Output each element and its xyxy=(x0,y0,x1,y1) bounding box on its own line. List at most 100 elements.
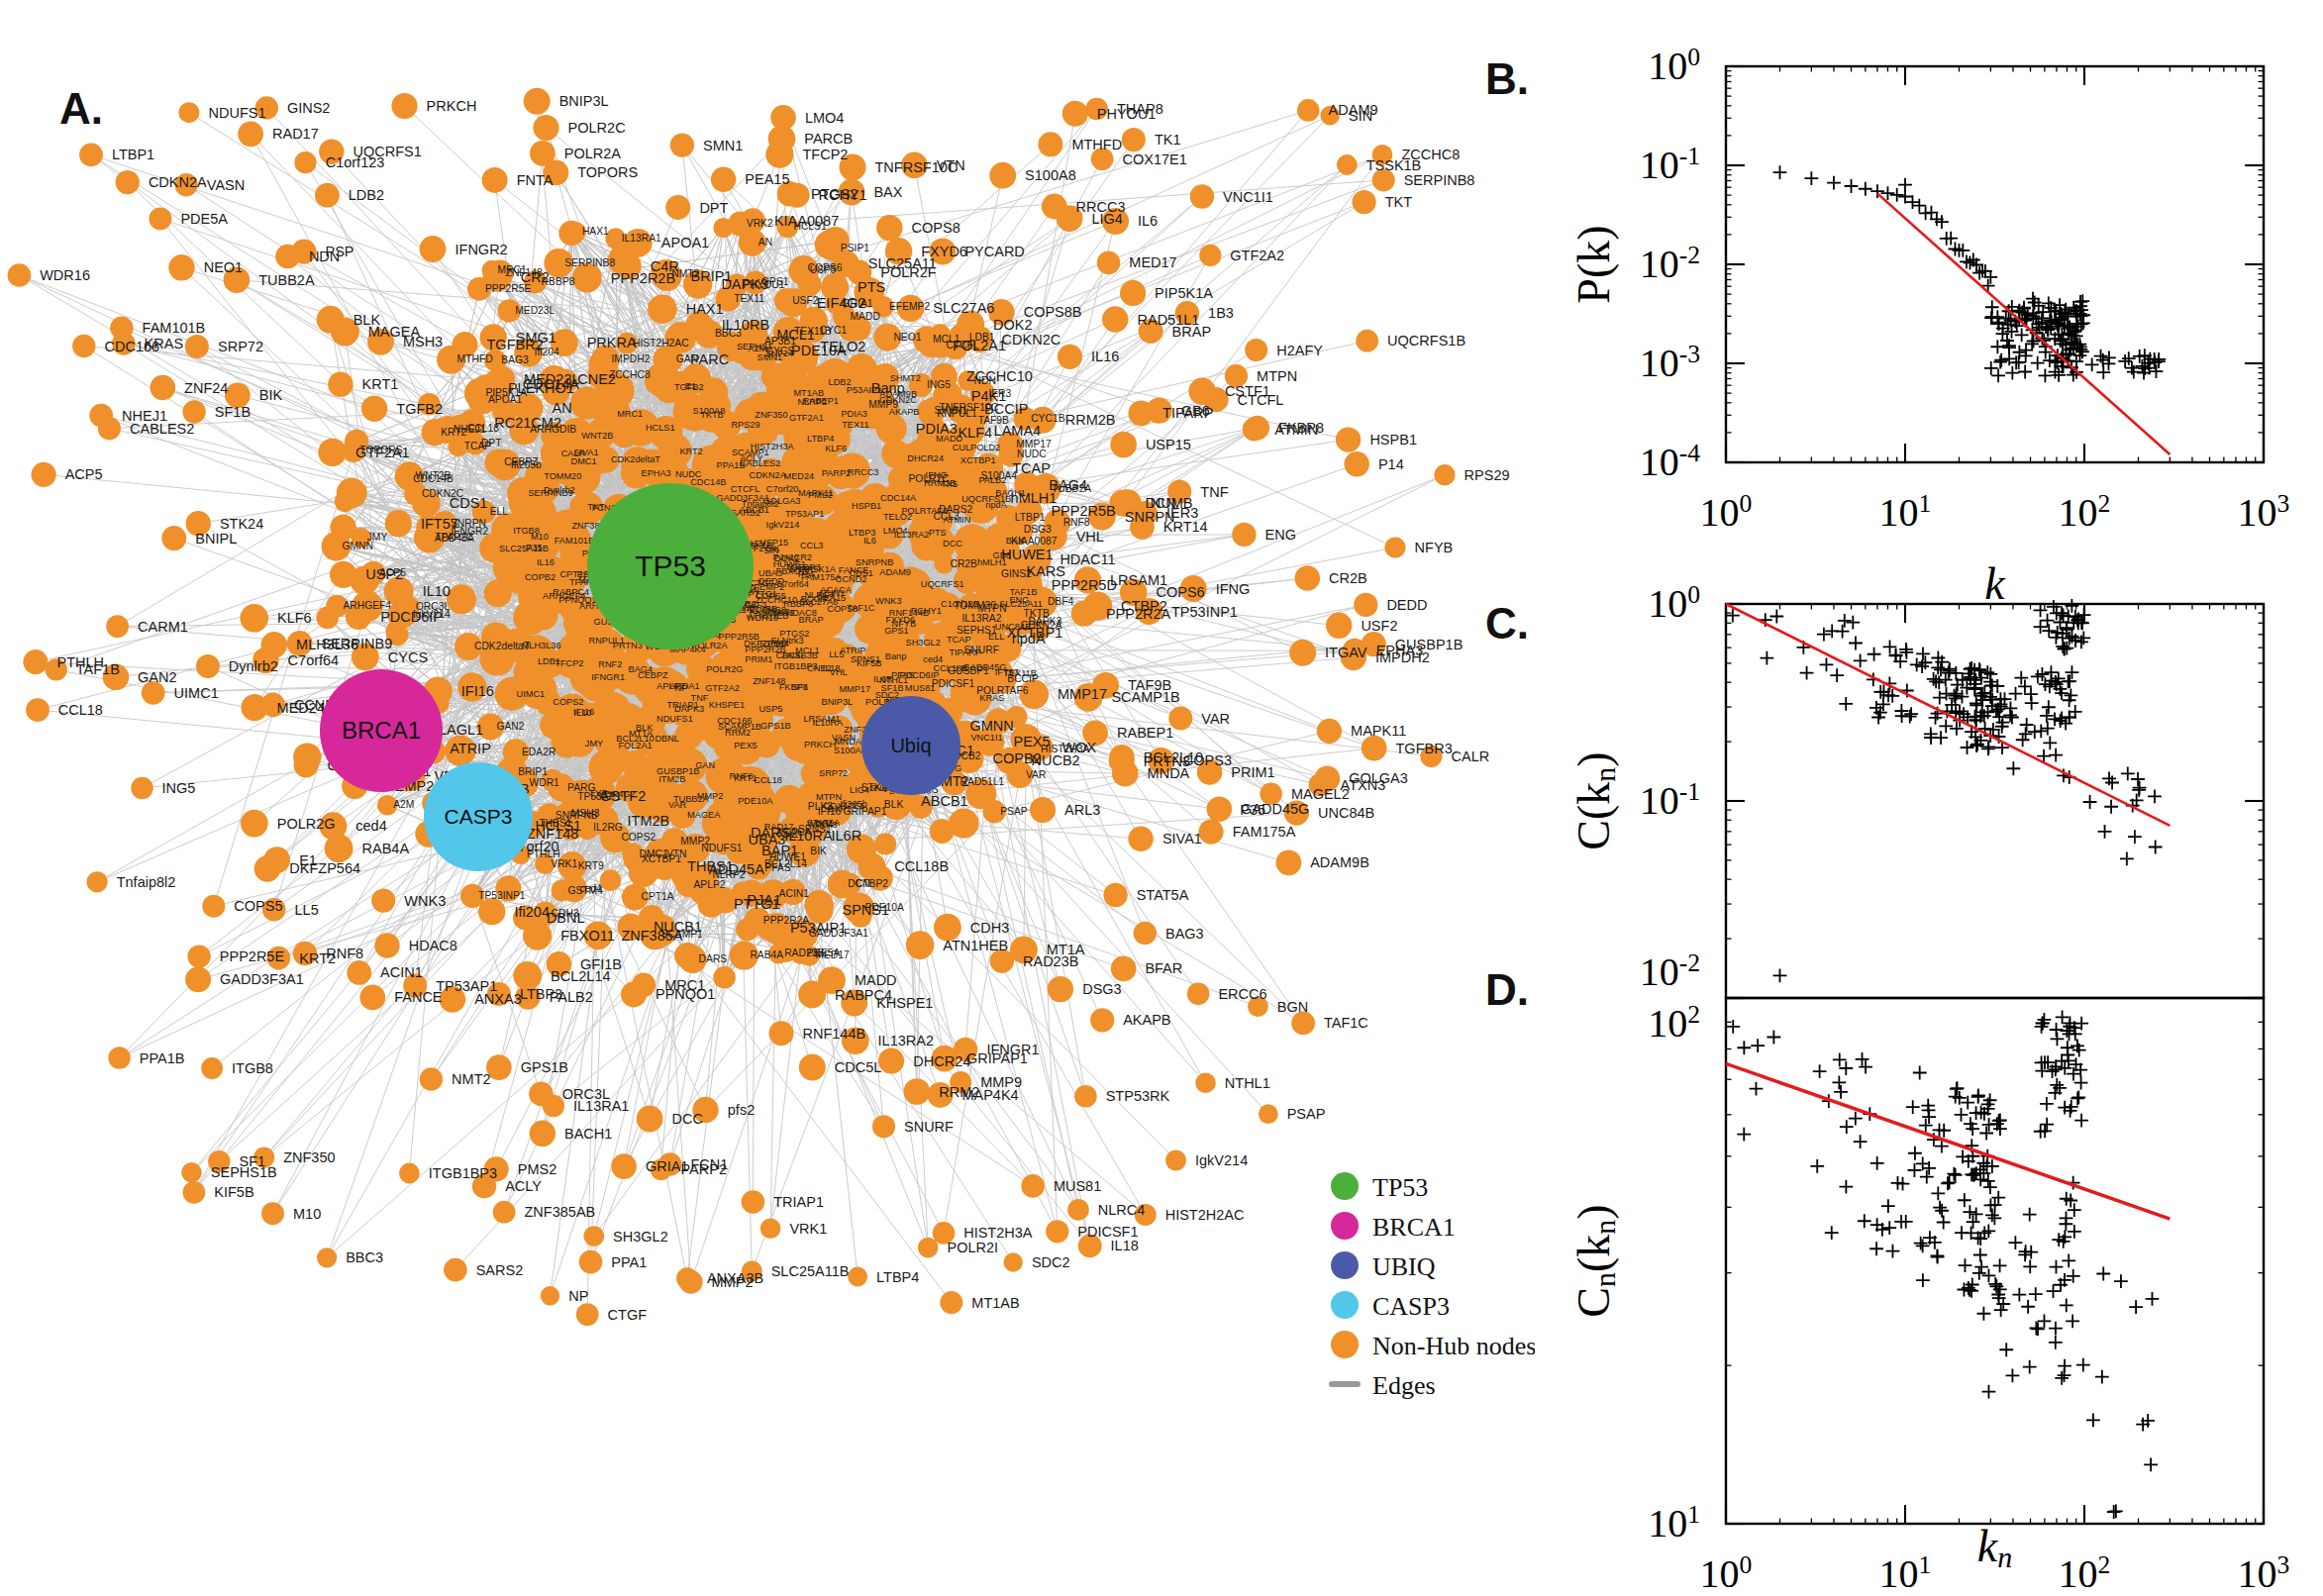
svg-text:FAM101B: FAM101B xyxy=(555,536,594,546)
svg-text:BLK: BLK xyxy=(884,799,904,810)
svg-text:LTBP4: LTBP4 xyxy=(807,434,834,444)
svg-text:CDKN2C: CDKN2C xyxy=(1002,332,1061,348)
svg-text:SF1B: SF1B xyxy=(215,404,251,420)
svg-text:MMP2: MMP2 xyxy=(697,791,724,801)
svg-text:WDR16: WDR16 xyxy=(40,267,90,283)
svg-text:PPNQO1: PPNQO1 xyxy=(656,986,715,1002)
svg-text:GUSBP1B: GUSBP1B xyxy=(1395,637,1464,652)
svg-text:BBC3: BBC3 xyxy=(715,328,742,339)
svg-text:FAM175A: FAM175A xyxy=(1233,824,1296,840)
svg-text:GMNN: GMNN xyxy=(970,718,1014,734)
svg-text:NTHL1: NTHL1 xyxy=(1225,1075,1270,1091)
svg-text:ELL: ELL xyxy=(988,632,1004,642)
svg-text:ACP5: ACP5 xyxy=(65,466,103,482)
svg-text:TP53INP1: TP53INP1 xyxy=(1171,604,1238,620)
svg-text:ADAM9: ADAM9 xyxy=(879,567,911,577)
svg-text:LTBP1: LTBP1 xyxy=(1015,512,1046,523)
svg-text:CDKN2A: CDKN2A xyxy=(750,470,787,480)
svg-text:101: 101 xyxy=(1648,1500,1700,1546)
svg-text:CDK2deltaT: CDK2deltaT xyxy=(611,454,660,464)
svg-text:DEDD: DEDD xyxy=(1386,597,1427,613)
svg-text:APOA1: APOA1 xyxy=(488,394,523,405)
svg-text:Ifi204: Ifi204 xyxy=(515,904,550,920)
svg-text:VNC1I1: VNC1I1 xyxy=(1223,189,1273,205)
svg-text:COPS2: COPS2 xyxy=(553,697,583,707)
svg-text:VTN: VTN xyxy=(937,157,965,173)
svg-text:CDKN2A: CDKN2A xyxy=(149,174,207,190)
svg-text:BAG3: BAG3 xyxy=(501,354,529,365)
svg-text:RBBP8: RBBP8 xyxy=(542,276,575,287)
svg-text:IL16: IL16 xyxy=(537,557,555,567)
svg-text:MLH3L36: MLH3L36 xyxy=(296,637,358,652)
svg-text:MT1A: MT1A xyxy=(1047,942,1085,957)
svg-text:RNF144B: RNF144B xyxy=(889,608,929,618)
svg-text:GAN: GAN xyxy=(676,353,698,364)
svg-text:Ifi204: Ifi204 xyxy=(535,347,559,357)
svg-text:SPNS1: SPNS1 xyxy=(851,654,880,664)
svg-text:DPT: DPT xyxy=(699,200,728,216)
svg-text:CCL18: CCL18 xyxy=(754,775,782,785)
svg-text:1B3: 1B3 xyxy=(1208,305,1234,321)
svg-text:10-4: 10-4 xyxy=(1640,439,1701,484)
svg-text:BACH1: BACH1 xyxy=(564,1126,612,1142)
svg-text:101: 101 xyxy=(1879,489,1932,535)
svg-text:SERPINB8: SERPINB8 xyxy=(564,257,615,268)
svg-text:EFEMP2: EFEMP2 xyxy=(748,582,784,592)
svg-text:STK24: STK24 xyxy=(220,516,263,532)
svg-text:KRT14: KRT14 xyxy=(1163,519,1208,535)
svg-text:VRK1: VRK1 xyxy=(551,858,577,869)
svg-text:PEX5: PEX5 xyxy=(734,741,758,750)
svg-text:SCAMP1: SCAMP1 xyxy=(661,929,704,940)
svg-text:MAGEA: MAGEA xyxy=(687,810,721,820)
svg-text:ZNF385AB: ZNF385AB xyxy=(525,1204,596,1220)
svg-text:Tnfaip8l2: Tnfaip8l2 xyxy=(117,874,176,890)
svg-text:Dynlrb2: Dynlrb2 xyxy=(229,658,278,674)
svg-text:NDUFS1: NDUFS1 xyxy=(656,714,693,724)
svg-text:IL6R: IL6R xyxy=(873,674,893,684)
svg-text:PJA1: PJA1 xyxy=(747,892,781,908)
svg-text:POLR2A: POLR2A xyxy=(564,146,622,161)
svg-text:NEO1: NEO1 xyxy=(893,332,921,343)
svg-text:PDICSF1: PDICSF1 xyxy=(1077,1224,1138,1240)
svg-text:MMP17: MMP17 xyxy=(839,684,870,694)
svg-text:IMPDH2: IMPDH2 xyxy=(612,353,651,364)
svg-text:POLRTAF6: POLRTAF6 xyxy=(901,506,948,516)
svg-text:CDKN2C: CDKN2C xyxy=(422,488,464,499)
svg-text:MTHFD: MTHFD xyxy=(457,353,493,364)
svg-text:SH3GL2: SH3GL2 xyxy=(613,1229,668,1245)
svg-text:KRT2: KRT2 xyxy=(299,950,336,966)
svg-text:POLR2I: POLR2I xyxy=(948,1240,999,1255)
svg-text:MAGEL2: MAGEL2 xyxy=(1291,786,1350,802)
svg-text:TEX11B: TEX11B xyxy=(1003,668,1037,678)
svg-text:LIG4: LIG4 xyxy=(850,785,869,795)
svg-text:LAMA4: LAMA4 xyxy=(994,423,1042,439)
svg-text:P14: P14 xyxy=(1378,456,1404,472)
svg-text:102: 102 xyxy=(2059,489,2111,535)
svg-text:DCN: DCN xyxy=(848,878,869,889)
svg-text:BRCA1: BRCA1 xyxy=(1372,1213,1456,1242)
svg-text:UNC84B: UNC84B xyxy=(1318,805,1374,821)
svg-text:CASP3: CASP3 xyxy=(445,805,513,828)
svg-text:SHMT2: SHMT2 xyxy=(890,373,921,383)
svg-text:TP53INP1: TP53INP1 xyxy=(478,890,526,901)
svg-text:MAGEA: MAGEA xyxy=(368,324,421,340)
svg-text:SLC25A11B: SLC25A11B xyxy=(499,544,549,553)
svg-text:USF2: USF2 xyxy=(1361,618,1397,634)
svg-text:PTS: PTS xyxy=(858,279,885,295)
svg-text:APOA1: APOA1 xyxy=(669,681,700,691)
svg-text:PRIM1: PRIM1 xyxy=(745,654,772,664)
svg-text:MAPK11: MAPK11 xyxy=(798,488,834,498)
svg-text:ADAM9B: ADAM9B xyxy=(879,389,917,399)
svg-text:CTGF: CTGF xyxy=(608,1307,648,1323)
svg-text:C7orf64: C7orf64 xyxy=(288,652,340,668)
svg-text:PPA1B: PPA1B xyxy=(140,1050,185,1066)
svg-text:CCL18: CCL18 xyxy=(58,702,103,718)
svg-text:BIK: BIK xyxy=(810,846,827,856)
svg-text:GAN2: GAN2 xyxy=(138,669,177,685)
svg-text:ITM2B: ITM2B xyxy=(628,813,670,829)
svg-text:TELO2: TELO2 xyxy=(820,339,865,354)
svg-text:AN: AN xyxy=(553,400,572,416)
svg-text:ANXA3: ANXA3 xyxy=(474,991,522,1007)
svg-text:102: 102 xyxy=(2059,1550,2111,1596)
svg-text:ERCC6: ERCC6 xyxy=(1218,986,1266,1002)
